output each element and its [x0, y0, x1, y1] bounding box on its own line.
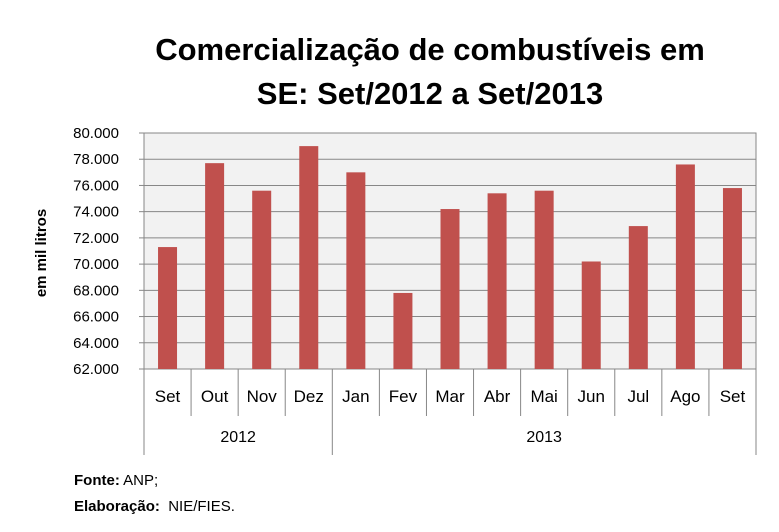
bar-mar-6 — [440, 209, 460, 369]
bar-jan-4 — [346, 172, 366, 369]
elaboration-line: Elaboração: NIE/FIES. — [74, 494, 235, 520]
x-tick-label: Jul — [627, 387, 649, 406]
x-tick-label: Mai — [530, 387, 557, 406]
y-axis-title: em mil litros — [33, 209, 50, 297]
bar-ago-11 — [675, 164, 695, 369]
elaboration-label: Elaboração: — [74, 498, 160, 515]
chart-title-line-1: Comercialização de combustíveis em — [155, 32, 705, 67]
source-line: Fonte: ANP; — [74, 468, 235, 494]
x-tick-label: Set — [720, 387, 746, 406]
bar-chart: 62.000 64.000 66.000 68.000 70.000 72.000 74.0… — [33, 125, 757, 455]
x-tick-label: Jan — [342, 387, 369, 406]
x-tick-label: Mar — [435, 387, 465, 406]
y-tick-label: 80.000 — [73, 125, 119, 142]
chart-title-line-2: SE: Set/2012 a Set/2013 — [256, 76, 604, 111]
bar-out-1 — [205, 163, 225, 369]
bar-abr-7 — [487, 193, 507, 369]
bar-set-12 — [722, 188, 742, 369]
elaboration-value: NIE/FIES. — [159, 498, 235, 515]
y-tick-label: 76.000 — [73, 177, 119, 194]
y-tick-label: 62.000 — [73, 361, 119, 378]
bar-jul-10 — [628, 226, 648, 369]
source-label: Fonte: — [74, 472, 120, 489]
x-tick-label: Nov — [247, 387, 278, 406]
x-tick-label: Abr — [484, 387, 511, 406]
x-tick-label: Out — [201, 387, 229, 406]
y-tick-label: 74.000 — [73, 204, 119, 221]
x-group-label: 2013 — [526, 429, 562, 446]
bar-fev-5 — [393, 292, 413, 369]
bar-mai-8 — [534, 190, 554, 369]
source-value: ANP; — [119, 472, 159, 489]
y-tick-label: 68.000 — [73, 282, 119, 299]
x-tick-label: Ago — [670, 387, 700, 406]
y-tick-label: 78.000 — [73, 151, 119, 168]
bar-dez-3 — [299, 146, 319, 369]
bar-set-0 — [158, 247, 178, 369]
x-tick-label: Jun — [578, 387, 605, 406]
source-notes: Fonte: ANP; Elaboração: NIE/FIES. — [74, 468, 235, 520]
y-tick-label: 64.000 — [73, 335, 119, 352]
chart-title: Comercialização de combustíveis em SE: S… — [110, 28, 750, 116]
bar-jun-9 — [581, 261, 601, 369]
bar-nov-2 — [252, 190, 272, 369]
y-tick-label: 70.000 — [73, 256, 119, 273]
y-tick-label: 66.000 — [73, 309, 119, 326]
x-tick-label: Fev — [389, 387, 418, 406]
x-group-label: 2012 — [220, 429, 256, 446]
x-tick-label: Dez — [294, 387, 324, 406]
x-tick-label: Set — [155, 387, 181, 406]
y-tick-label: 72.000 — [73, 230, 119, 247]
